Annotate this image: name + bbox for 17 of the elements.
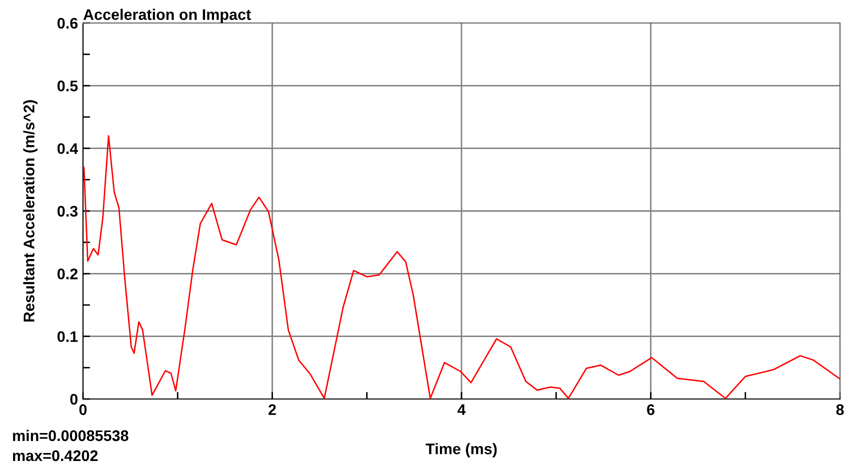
- y-tick-label: 0.6: [58, 18, 78, 29]
- y-tick-label: 0.4: [58, 143, 78, 154]
- x-tick-label: 6: [647, 404, 654, 416]
- y-tick-label: 0.5: [58, 80, 78, 92]
- y-tick-label: 0.3: [58, 206, 78, 217]
- y-tick-label: 0: [70, 394, 78, 405]
- y-tick-label: 0.2: [58, 268, 78, 280]
- text: min=0.00085538: [13, 430, 128, 442]
- y-axis-title: Resultant Acceleration (m/s^2): [23, 100, 38, 322]
- x-tick-label: 2: [268, 404, 276, 415]
- x-tick-label: 0: [79, 404, 87, 416]
- text: max=0.4202: [13, 450, 98, 462]
- y-tick-label: 0.1: [58, 331, 78, 342]
- x-tick-label: 8: [836, 404, 844, 416]
- x-axis-title: Time (ms): [426, 443, 497, 458]
- chart-title: Acceleration on Impact: [83, 8, 251, 23]
- x-tick-label: 4: [457, 404, 466, 415]
